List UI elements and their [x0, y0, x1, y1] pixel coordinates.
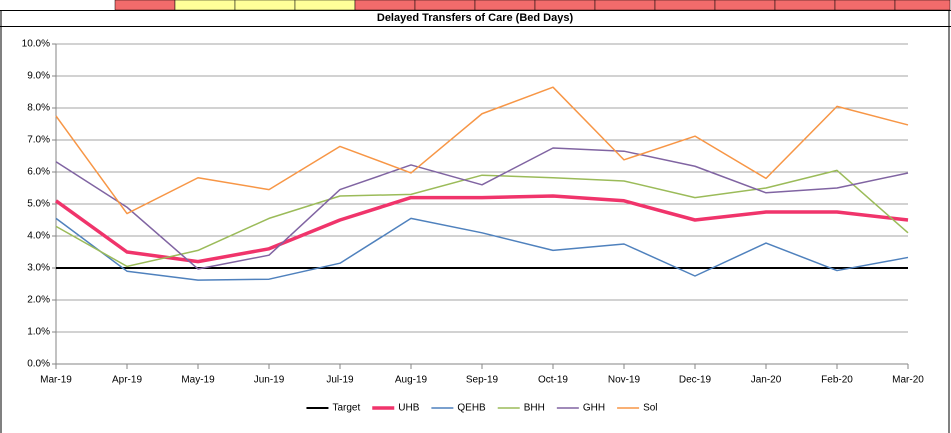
y-tick-label: 7.0%	[27, 135, 50, 146]
legend-label: BHH	[524, 403, 545, 414]
series-line	[55, 169, 909, 268]
series-line	[55, 147, 909, 270]
x-tick-label: Nov-19	[608, 375, 641, 386]
y-tick-label: 2.0%	[27, 295, 50, 306]
y-tick-label: 1.0%	[27, 327, 50, 338]
y-tick-label: 3.0%	[27, 263, 50, 274]
x-tick-label: Mar-20	[892, 375, 924, 386]
legend-label: Sol	[643, 403, 657, 414]
x-tick-label: May-19	[181, 375, 215, 386]
legend-label: UHB	[398, 403, 419, 414]
y-tick-label: 6.0%	[27, 167, 50, 178]
legend-label: Target	[332, 403, 360, 414]
series-line	[54, 194, 909, 264]
y-tick-label: 10.0%	[22, 39, 50, 50]
y-tick-label: 4.0%	[27, 231, 50, 242]
x-tick-label: Dec-19	[679, 375, 712, 386]
sheet-strip	[114, 0, 951, 11]
y-tick-label: 8.0%	[27, 103, 50, 114]
x-tick-label: Jul-19	[326, 375, 354, 386]
y-tick-label: 5.0%	[27, 199, 50, 210]
y-tick-label: 0.0%	[27, 359, 50, 370]
x-tick-label: Feb-20	[821, 375, 853, 386]
legend-label: GHH	[583, 403, 605, 414]
x-tick-label: Mar-19	[40, 375, 72, 386]
x-tick-label: Aug-19	[395, 375, 428, 386]
x-tick-label: Jan-20	[751, 375, 782, 386]
x-tick-label: Jun-19	[254, 375, 285, 386]
chart-title: Delayed Transfers of Care (Bed Days)	[377, 12, 574, 24]
legend-label: QEHB	[457, 403, 486, 414]
x-tick-label: Sep-19	[466, 375, 499, 386]
y-tick-label: 9.0%	[27, 71, 50, 82]
series-line	[55, 217, 909, 281]
x-tick-label: Oct-19	[538, 375, 568, 386]
series-line	[55, 86, 909, 215]
x-tick-label: Apr-19	[112, 375, 142, 386]
